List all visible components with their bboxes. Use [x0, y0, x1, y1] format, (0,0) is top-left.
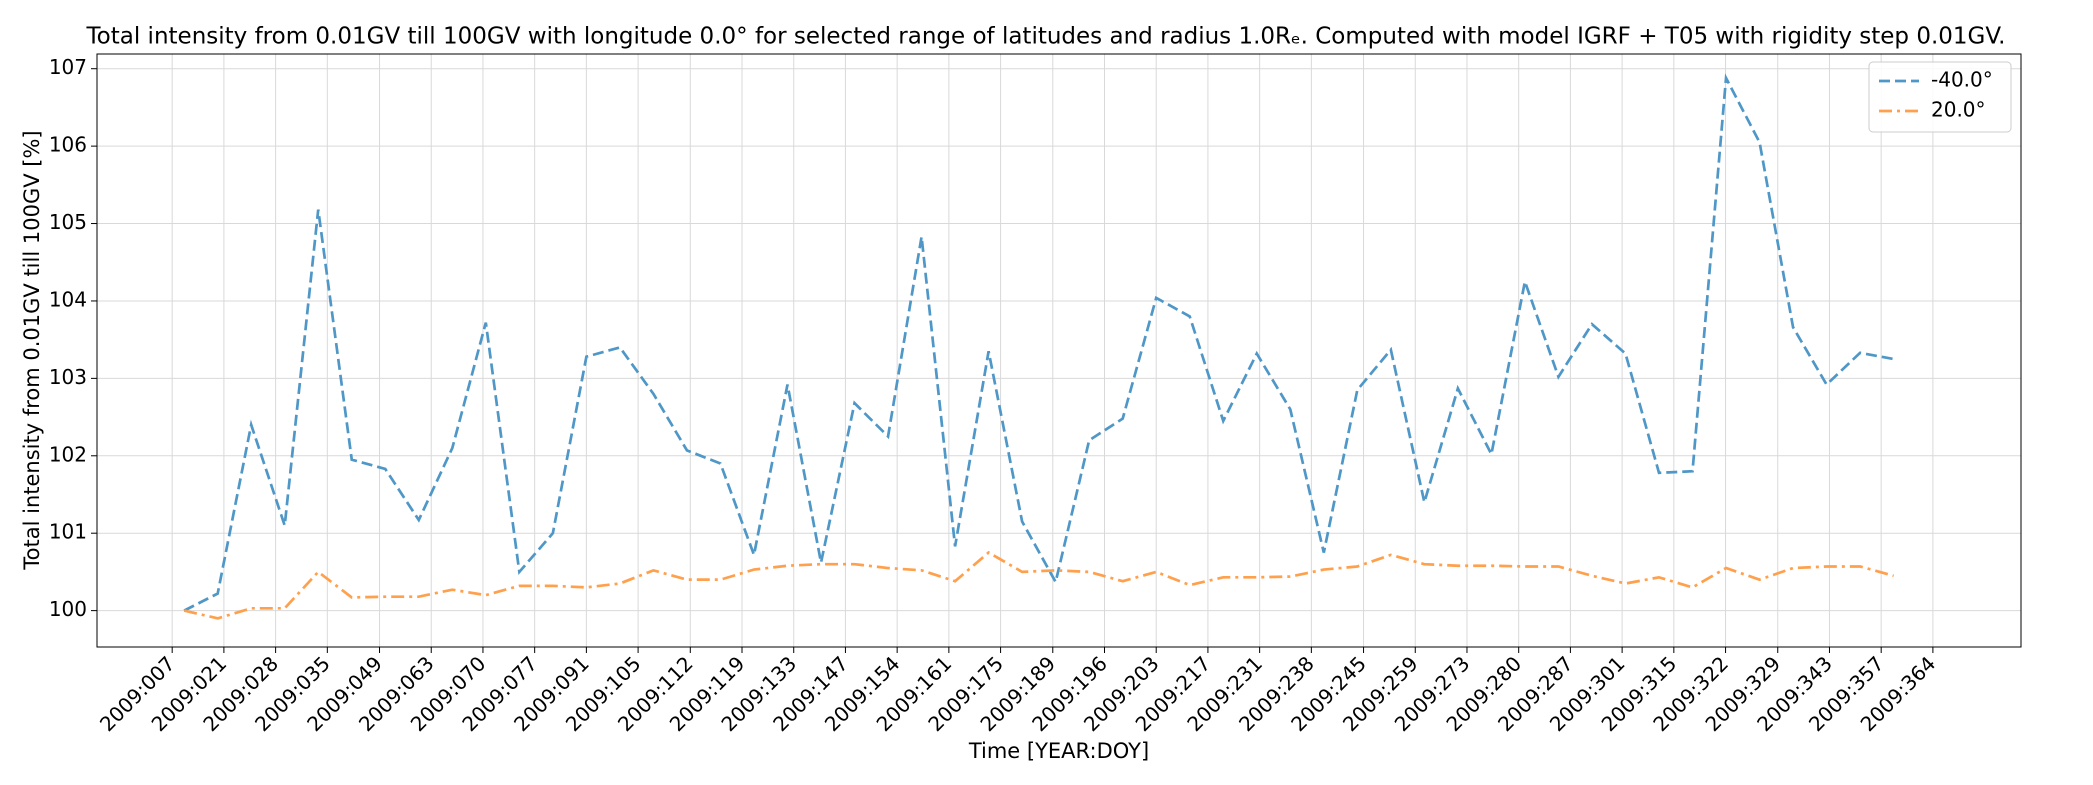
y-tick-label: 100 — [49, 597, 87, 621]
y-tick-label: 102 — [49, 442, 87, 466]
plot-frame — [96, 53, 2022, 648]
legend-label: -40.0° — [1931, 68, 1993, 92]
y-tick-label: 101 — [49, 520, 87, 544]
y-tick-label: 106 — [49, 133, 87, 157]
legend-box — [1868, 61, 2012, 133]
y-tick-label: 104 — [49, 287, 87, 311]
y-tick-label: 105 — [49, 210, 87, 234]
chart-title: Total intensity from 0.01GV till 100GV w… — [86, 24, 2006, 50]
y-tick-label: 103 — [49, 365, 87, 389]
x-axis-label: Time [YEAR:DOY] — [968, 739, 1149, 763]
y-axis-label: Total intensity from 0.01GV till 100GV [… — [20, 130, 44, 570]
series-line — [183, 550, 1894, 620]
series-line — [183, 73, 1894, 612]
y-tick-label: 107 — [49, 55, 87, 79]
legend-label: 20.0° — [1931, 98, 1986, 122]
